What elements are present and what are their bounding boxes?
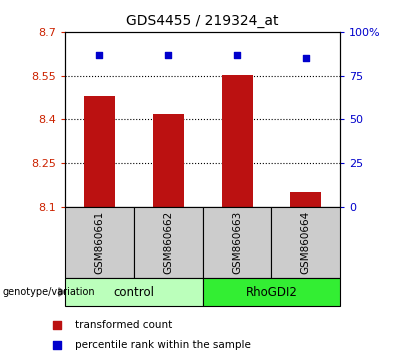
Bar: [134, 207, 203, 278]
Text: transformed count: transformed count: [75, 320, 173, 330]
Point: [302, 55, 309, 61]
Bar: [271, 207, 340, 278]
Text: GSM860663: GSM860663: [232, 211, 242, 274]
Bar: [65, 278, 203, 306]
Title: GDS4455 / 219324_at: GDS4455 / 219324_at: [126, 14, 279, 28]
Bar: [203, 278, 340, 306]
Point: [358, 64, 365, 70]
Text: GSM860664: GSM860664: [301, 211, 311, 274]
Text: RhoGDI2: RhoGDI2: [245, 286, 297, 298]
Bar: [84, 96, 115, 207]
Point: [234, 52, 240, 57]
Text: GSM860661: GSM860661: [94, 211, 105, 274]
Point: [165, 52, 172, 57]
Text: GSM860662: GSM860662: [163, 211, 173, 274]
Point: [358, 249, 365, 255]
Text: percentile rank within the sample: percentile rank within the sample: [75, 340, 251, 350]
Text: genotype/variation: genotype/variation: [2, 287, 95, 297]
Bar: [153, 114, 184, 207]
Bar: [222, 75, 252, 207]
Bar: [65, 207, 134, 278]
Bar: [203, 207, 271, 278]
Point: [96, 52, 103, 57]
Bar: [290, 193, 321, 207]
Text: control: control: [113, 286, 155, 298]
